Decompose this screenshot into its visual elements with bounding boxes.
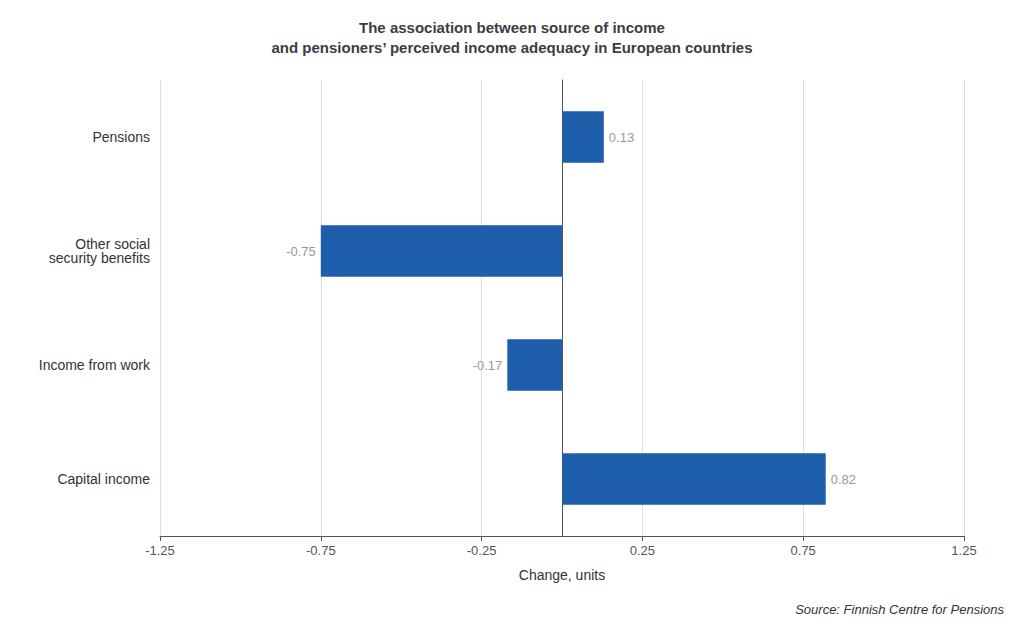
svg-text:-0.75: -0.75 — [286, 244, 316, 259]
svg-text:0.13: 0.13 — [609, 130, 634, 145]
svg-text:Capital income: Capital income — [57, 471, 150, 487]
svg-text:Other social: Other social — [75, 236, 150, 252]
svg-text:Income from work: Income from work — [39, 357, 151, 373]
svg-text:Change, units: Change, units — [519, 567, 605, 583]
svg-text:security benefits: security benefits — [49, 250, 150, 266]
svg-text:-0.25: -0.25 — [467, 543, 497, 558]
svg-text:-0.17: -0.17 — [473, 358, 503, 373]
svg-text:Source: Finnish Centre for Pen: Source: Finnish Centre for Pensions — [795, 602, 1004, 617]
svg-text:and pensioners’ perceived inco: and pensioners’ perceived income adequac… — [272, 39, 753, 56]
svg-text:1.25: 1.25 — [951, 543, 976, 558]
svg-text:0.25: 0.25 — [630, 543, 655, 558]
svg-text:Pensions: Pensions — [92, 129, 150, 145]
svg-text:0.82: 0.82 — [831, 472, 856, 487]
svg-text:The association between source: The association between source of income — [359, 19, 665, 36]
svg-text:-1.25: -1.25 — [145, 543, 175, 558]
svg-text:0.75: 0.75 — [791, 543, 816, 558]
svg-text:-0.75: -0.75 — [306, 543, 336, 558]
